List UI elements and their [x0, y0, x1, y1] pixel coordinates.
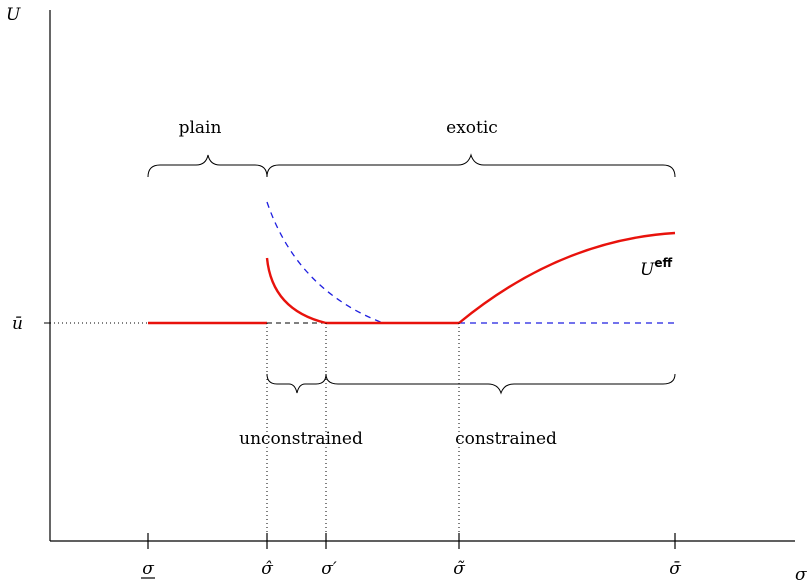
brace-constrained [325, 373, 676, 395]
tick-label-sigma-bar: σ̄ [669, 559, 681, 579]
label-unconstrained: unconstrained [239, 429, 363, 449]
red-curve-unconstrained-drop [265, 257, 327, 325]
tick-label-sigma-prime: σ′ [321, 559, 337, 579]
u-eff-label: Ueff [640, 256, 672, 280]
brace-unconstrained [266, 373, 327, 394]
u-bar-label: ū [12, 314, 23, 334]
tick-label-sigma-under: σ [142, 559, 154, 579]
tick-label-sigma-tilde: σ̃ [453, 559, 465, 579]
y-axis-label: U [6, 5, 21, 25]
tick-label-sigma-hat: σ̂ [261, 559, 273, 579]
brace-exotic [266, 153, 676, 178]
label-exotic: exotic [446, 118, 498, 138]
red-curve-constrained-rise [458, 231, 676, 324]
label-plain: plain [179, 118, 222, 138]
brace-plain [147, 154, 268, 178]
x-axis-label: σ [795, 565, 807, 585]
blue-dashed-decreasing-curve [266, 201, 384, 324]
label-constrained: constrained [455, 429, 557, 449]
